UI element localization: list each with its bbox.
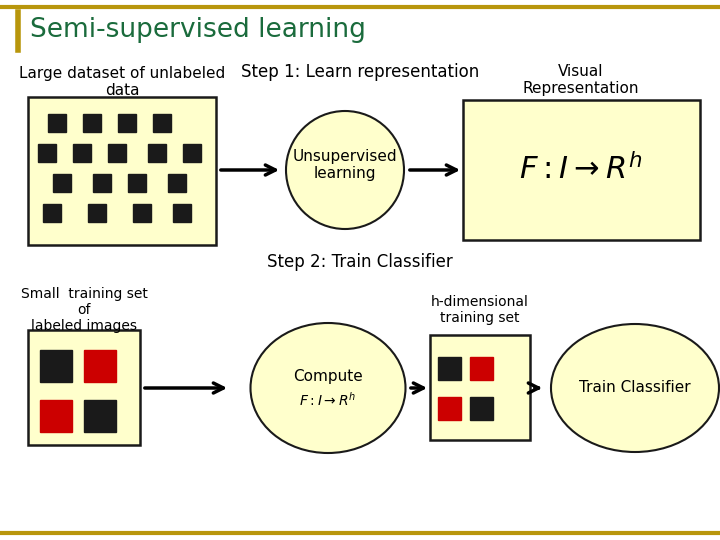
Bar xyxy=(128,174,146,192)
Bar xyxy=(93,174,111,192)
Text: h-dimensional
training set: h-dimensional training set xyxy=(431,295,529,325)
Text: Step 1: Learn representation: Step 1: Learn representation xyxy=(241,63,479,81)
Bar xyxy=(84,350,116,382)
Bar xyxy=(153,114,171,132)
Bar xyxy=(148,144,166,162)
Bar xyxy=(43,204,61,222)
Text: Unsupervised
learning: Unsupervised learning xyxy=(293,149,397,181)
Text: Train Classifier: Train Classifier xyxy=(579,381,690,395)
Text: Large dataset of unlabeled
data: Large dataset of unlabeled data xyxy=(19,66,225,98)
Bar xyxy=(73,144,91,162)
Text: Visual
Representation: Visual Representation xyxy=(523,64,639,96)
Bar xyxy=(40,350,72,382)
FancyBboxPatch shape xyxy=(28,97,216,245)
Text: $F:I \rightarrow R^h$: $F:I \rightarrow R^h$ xyxy=(519,154,643,186)
Bar xyxy=(83,114,101,132)
FancyBboxPatch shape xyxy=(430,335,530,440)
FancyBboxPatch shape xyxy=(28,330,140,445)
Bar xyxy=(38,144,56,162)
Bar xyxy=(470,397,493,420)
Ellipse shape xyxy=(251,323,405,453)
Bar xyxy=(40,400,72,432)
Text: Compute: Compute xyxy=(293,368,363,383)
Bar xyxy=(88,204,106,222)
Bar xyxy=(118,114,136,132)
Bar xyxy=(133,204,151,222)
Bar xyxy=(84,400,116,432)
Bar xyxy=(173,204,191,222)
Text: $F:I \rightarrow R^h$: $F:I \rightarrow R^h$ xyxy=(300,391,356,409)
Text: Semi-supervised learning: Semi-supervised learning xyxy=(30,17,366,43)
Bar xyxy=(470,357,493,380)
FancyBboxPatch shape xyxy=(463,100,700,240)
Bar xyxy=(53,174,71,192)
Bar xyxy=(438,397,461,420)
Bar xyxy=(168,174,186,192)
Bar xyxy=(183,144,201,162)
Ellipse shape xyxy=(551,324,719,452)
Bar xyxy=(48,114,66,132)
Text: Step 2: Train Classifier: Step 2: Train Classifier xyxy=(267,253,453,271)
Text: Small  training set
of
labeled images: Small training set of labeled images xyxy=(21,287,148,333)
Bar xyxy=(108,144,126,162)
Bar xyxy=(438,357,461,380)
Ellipse shape xyxy=(286,111,404,229)
